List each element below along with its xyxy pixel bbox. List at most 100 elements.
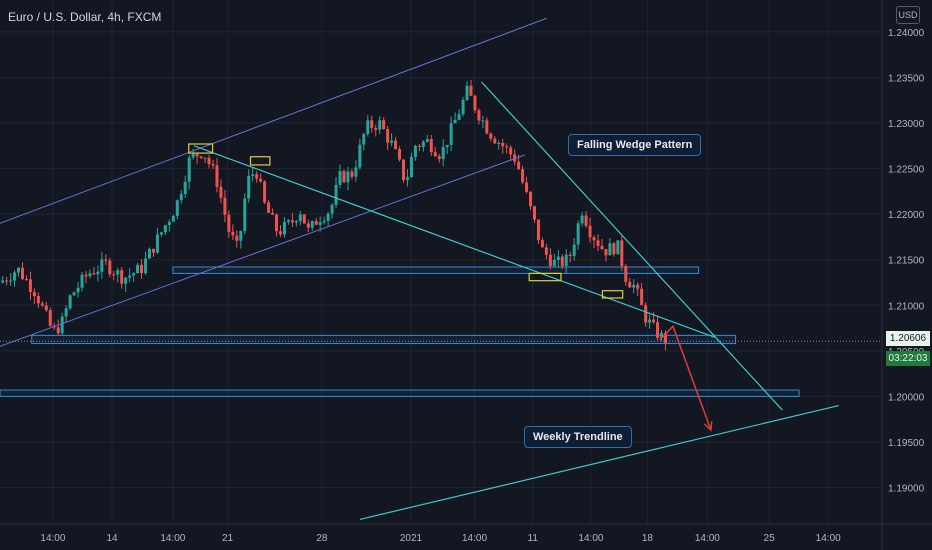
time-tick-label: 18 — [642, 533, 654, 544]
candle-body — [600, 245, 604, 250]
projection-arrowhead — [703, 421, 713, 432]
candle-body — [219, 186, 223, 198]
candle-body — [195, 153, 199, 157]
candle-body — [544, 247, 548, 255]
candle-body — [334, 184, 338, 205]
candle-body — [608, 243, 612, 256]
candle-body — [445, 144, 449, 148]
candle-body — [592, 237, 596, 241]
candle-body — [1, 280, 5, 283]
candle-body — [398, 149, 402, 160]
candle-body — [644, 305, 648, 323]
candle-body — [386, 129, 390, 143]
candle-body — [421, 141, 425, 147]
candle-body — [28, 279, 32, 292]
candle-body — [175, 200, 179, 216]
candle-body — [72, 292, 76, 296]
candle-body — [413, 146, 417, 157]
price-tick-label: 1.19500 — [888, 438, 925, 449]
time-tick-label: 11 — [528, 533, 539, 544]
candle-body — [350, 171, 354, 177]
candle-body — [405, 177, 409, 180]
support-zone — [172, 266, 700, 274]
candle-body — [171, 215, 175, 222]
trend-lines — [0, 17, 882, 521]
symbol-title: Euro / U.S. Dollar, 4h, FXCM — [8, 10, 162, 24]
candle-body — [632, 284, 636, 288]
candle-body — [271, 212, 275, 215]
candle-body — [489, 133, 493, 139]
candle-body — [469, 85, 473, 96]
candle-body — [290, 220, 294, 223]
candle-body — [211, 164, 215, 166]
time-tick-label: 21 — [222, 533, 234, 544]
candle-body — [366, 120, 370, 134]
candle-body — [525, 182, 529, 192]
candle-body — [191, 153, 195, 158]
candle-body — [80, 274, 84, 288]
candle-body — [441, 147, 445, 160]
candle-body — [536, 219, 540, 241]
price-tick-label: 1.24000 — [888, 28, 925, 39]
candle-body — [354, 167, 358, 177]
candle-body — [461, 99, 465, 115]
time-tick-label: 14:00 — [695, 533, 720, 544]
candle-body — [409, 156, 413, 178]
candle-body — [529, 191, 533, 207]
candle-body — [128, 275, 132, 278]
candle-body — [620, 240, 624, 266]
time-tick-label: 14:00 — [578, 533, 603, 544]
candle-body — [302, 214, 306, 224]
price-tick-label: 1.22500 — [888, 165, 925, 176]
candle-body — [215, 165, 219, 187]
currency-button[interactable]: USD — [896, 6, 920, 24]
candle-body — [346, 171, 350, 183]
candle-body — [124, 277, 128, 284]
candle-body — [437, 156, 441, 160]
candle-body — [227, 214, 231, 232]
candle-body — [267, 202, 271, 213]
candle-body — [167, 221, 171, 226]
candle-body — [362, 133, 366, 145]
candle-body — [588, 225, 592, 238]
candle-body — [96, 271, 100, 275]
candle-body — [112, 274, 116, 276]
candle-body — [663, 332, 667, 343]
marker-box — [528, 272, 562, 282]
candle-body — [624, 265, 628, 282]
candles — [1, 79, 667, 351]
candle-body — [286, 220, 290, 222]
candle-body — [417, 146, 421, 148]
candle-body — [187, 157, 191, 182]
candle-body — [203, 157, 207, 159]
candle-body — [314, 221, 318, 225]
candle-body — [20, 267, 24, 279]
candle-body — [358, 144, 362, 168]
candle-body — [68, 295, 72, 309]
candle-body — [56, 327, 60, 334]
candle-body — [656, 322, 660, 338]
candle-body — [374, 128, 378, 130]
support-zones — [0, 266, 800, 397]
candle-body — [120, 270, 124, 284]
candle-body — [282, 221, 286, 235]
candle-body — [425, 139, 429, 142]
candle-body — [497, 142, 501, 144]
candle-body — [560, 256, 564, 266]
candle-body — [251, 174, 255, 176]
price-tick-label: 1.20000 — [888, 392, 925, 403]
price-tick-label: 1.19000 — [888, 484, 925, 495]
candle-body — [239, 230, 243, 241]
candle-body — [163, 225, 167, 233]
candle-body — [564, 254, 568, 266]
rising-channel-lower — [0, 154, 525, 347]
time-tick-label: 28 — [316, 533, 328, 544]
candle-body — [402, 159, 406, 180]
time-tick-label: 14:00 — [160, 533, 185, 544]
marker-box — [601, 290, 624, 299]
marker-box — [188, 143, 214, 154]
candle-body — [183, 181, 187, 195]
candle-body — [548, 254, 552, 266]
support-zone — [31, 334, 737, 345]
